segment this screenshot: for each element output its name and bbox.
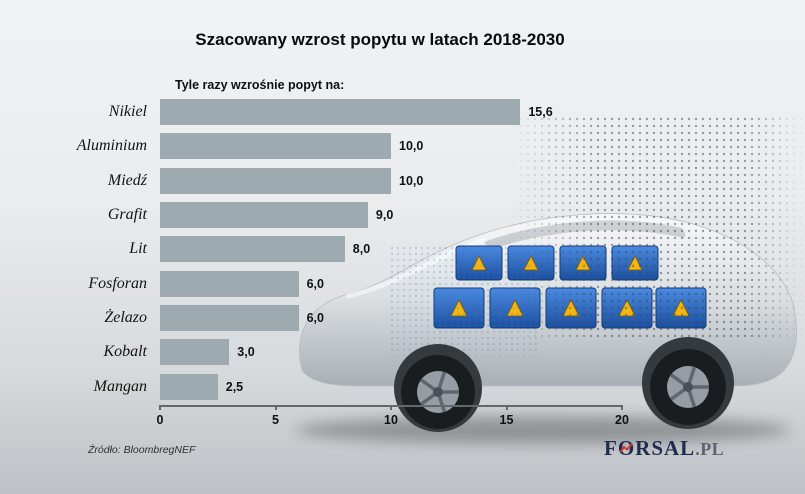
tick-mark	[621, 404, 623, 410]
tick-mark	[390, 404, 392, 410]
category-label: Lit	[129, 240, 147, 258]
bar-row: Żelazo 6,0	[0, 301, 805, 335]
bar	[160, 236, 345, 263]
forsal-logo: FORSAL.PL	[604, 436, 724, 461]
bar-row: Mangan 2,5	[0, 369, 805, 403]
tick-mark	[274, 404, 277, 410]
value-label: 9,0	[375, 208, 394, 223]
value-label: 6,0	[306, 276, 324, 291]
tick-label: 15	[499, 412, 514, 427]
bar-track: 10,0	[160, 133, 805, 160]
electric-car-illustration	[288, 96, 805, 466]
bar-track: 3,0	[160, 339, 805, 366]
bar	[160, 133, 391, 160]
bar-track: 6,0	[160, 304, 805, 331]
value-label: 10,0	[399, 173, 424, 188]
chart-subtitle: Tyle razy wzrośnie popyt na:	[175, 78, 345, 92]
category-label: Żelazo	[104, 308, 147, 326]
bar-track: 9,0	[160, 202, 805, 229]
category-label: Aluminium	[76, 137, 147, 155]
car-svg	[295, 116, 805, 444]
bar-chart: Nikiel 15,6 Aluminium 10,0 Miedź 10,0 Grafit 9,…	[0, 95, 805, 431]
logo-tld-text: .PL	[695, 439, 725, 459]
tick-mark	[159, 404, 161, 410]
category-label: Grafit	[107, 206, 147, 224]
tick-mark	[505, 404, 508, 410]
value-label: 6,0	[306, 310, 324, 325]
bar-track: 15,6	[160, 99, 805, 126]
value-label: 2,5	[225, 379, 244, 394]
bar-row: Kobalt 3,0	[0, 335, 805, 369]
bar-row: Fosforan 6,0	[0, 266, 805, 300]
tick-label: 0	[156, 412, 164, 427]
value-label: 10,0	[399, 139, 424, 154]
bar	[160, 167, 391, 194]
bar	[160, 99, 521, 126]
bar-track: 6,0	[160, 270, 805, 297]
bar-track: 10,0	[160, 167, 805, 194]
bar-row: Miedź 10,0	[0, 164, 805, 198]
chart-rows: Nikiel 15,6 Aluminium 10,0 Miedź 10,0 Grafit 9,…	[0, 95, 805, 404]
bar-row: Grafit 9,0	[0, 198, 805, 232]
category-label: Fosforan	[88, 274, 147, 292]
value-label: 3,0	[237, 345, 255, 360]
x-axis: 0 5 10 15 20	[156, 404, 640, 431]
bar-row: Nikiel 15,6	[0, 95, 805, 129]
bar	[160, 373, 218, 400]
tick-label: 20	[615, 412, 629, 427]
category-label: Kobalt	[103, 343, 147, 361]
bar-row: Lit 8,0	[0, 232, 805, 266]
bar	[160, 339, 230, 366]
value-label: 15,6	[528, 105, 553, 120]
bar	[160, 304, 299, 331]
category-label: Miedź	[107, 171, 147, 189]
bar-row: Aluminium 10,0	[0, 129, 805, 163]
tick-label: 10	[384, 412, 398, 427]
tick-label: 5	[272, 412, 279, 427]
bar	[160, 270, 299, 297]
logo-brand-text: FORSAL	[604, 436, 696, 460]
chart-title: Szacowany wzrost popytu w latach 2018-20…	[195, 30, 565, 49]
bar-track: 2,5	[160, 373, 805, 400]
value-label: 8,0	[352, 242, 371, 257]
category-label: Nikiel	[108, 103, 147, 121]
bar-track: 8,0	[160, 236, 805, 263]
bar	[160, 202, 368, 229]
category-label: Mangan	[93, 377, 147, 395]
source-credit: Źródło: BloombregNEF	[88, 444, 196, 456]
